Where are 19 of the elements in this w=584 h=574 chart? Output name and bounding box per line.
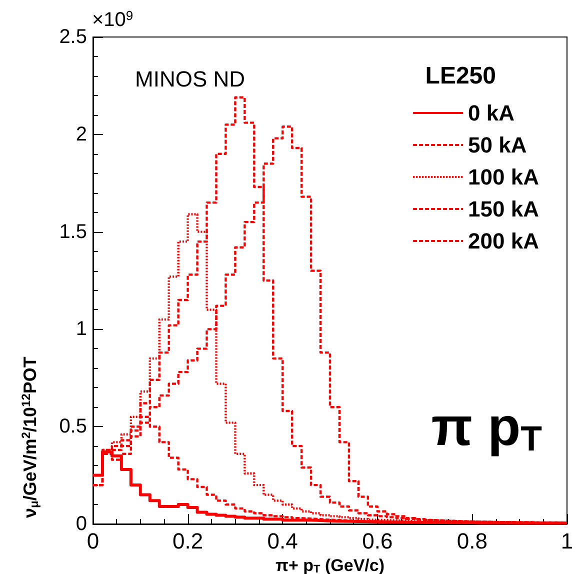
annotation: MINOS ND (135, 66, 245, 92)
y-axis-title: νμ/GeV/m2/1012POT (19, 356, 41, 518)
legend-label: 200 kA (468, 228, 540, 254)
y-tick-label: 1.5 (59, 220, 87, 243)
x-tick-label: 0.4 (267, 528, 298, 554)
legend-label: 150 kA (468, 196, 540, 222)
y-tick-label: 2 (76, 123, 87, 146)
y-tick-label: 0 (76, 513, 87, 535)
legend-label: 50 kA (468, 132, 527, 158)
x-tick-label: 0.8 (456, 528, 488, 554)
legend-label: 0 kA (468, 100, 515, 126)
x-tick-label: 1 (560, 528, 574, 554)
legend-title: LE250 (425, 62, 496, 90)
y-tick-label: 1 (76, 318, 87, 340)
legend-label: 100 kA (468, 164, 540, 190)
y-tick-label: 0.5 (59, 416, 87, 438)
x-tick-label: 0.2 (172, 528, 204, 554)
x-tick-label: 0.6 (362, 528, 393, 554)
y-tick-label: 2.5 (59, 26, 87, 48)
